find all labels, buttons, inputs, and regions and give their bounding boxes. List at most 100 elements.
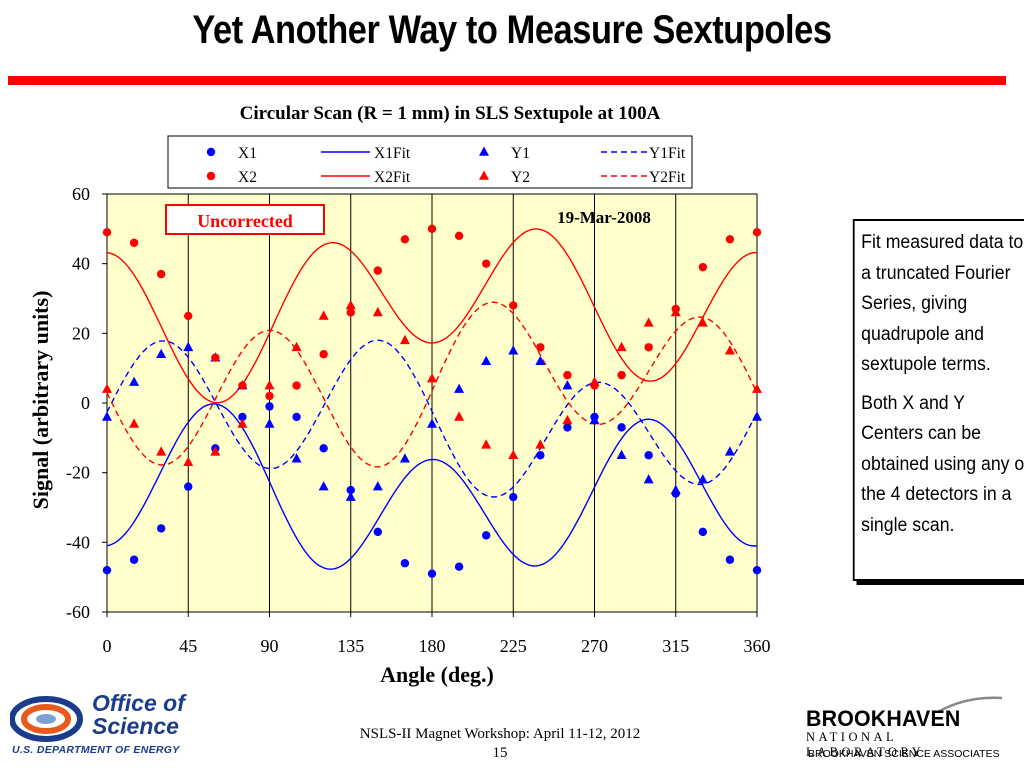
note-paragraph-1: Fit measured data to a truncated Fourier… (861, 232, 1024, 375)
brookhaven-swoosh-icon (937, 696, 1003, 714)
series-y2-point (670, 306, 681, 317)
title-rule (8, 76, 1006, 85)
series-x2-point (536, 343, 545, 352)
y-tick-label: 60 (72, 184, 90, 204)
series-x1-point (319, 444, 328, 453)
y-tick-label: -60 (66, 602, 90, 622)
series-y2-point (156, 446, 167, 456)
x-tick-label: 180 (419, 636, 446, 656)
series-y1-point (724, 446, 735, 456)
legend-x2-label: X2 (238, 169, 257, 186)
series-y1-point (454, 383, 465, 393)
grid-lines (187, 194, 677, 612)
series-x1-point (184, 482, 193, 491)
series-y1-point (399, 453, 410, 463)
x-tick-label: 45 (179, 636, 197, 656)
series-x2fit-line (106, 228, 758, 404)
series-x1-point (536, 451, 545, 460)
series-x1-point (725, 555, 735, 564)
annotation-uncorrected: Uncorrected (197, 211, 293, 231)
series-x2-point (427, 224, 437, 234)
series-x2-point (509, 301, 518, 310)
series-y2-point (399, 334, 410, 345)
series-x2-point (725, 235, 735, 244)
series-x1-point (481, 531, 491, 540)
series-y2-point (345, 299, 356, 310)
series-x2-point (563, 370, 572, 380)
series-x2-point (129, 238, 139, 247)
legend-x1-swatch (206, 147, 216, 157)
series-y1-point (318, 481, 329, 491)
series-x2-point (184, 311, 193, 321)
series-y2-point (129, 418, 140, 428)
series-x2-point (211, 353, 220, 362)
series-y2-point (481, 439, 492, 449)
series-x1-point (752, 566, 762, 575)
series-y1-point (427, 418, 437, 428)
series-y2-point (318, 310, 329, 320)
series-y2-point (183, 456, 194, 467)
series-x1-point (156, 524, 166, 533)
x-tick-label: 90 (261, 636, 279, 656)
series-x1-point (617, 423, 626, 432)
series-x2-point (102, 228, 112, 237)
x-tick-label: 270 (581, 636, 608, 656)
series-x2-point (373, 266, 383, 275)
series-y1-point (291, 453, 302, 463)
doe-office-line2: Science (92, 713, 179, 739)
series-y2fit-line (106, 301, 758, 468)
doe-office-line1: Office of (92, 690, 185, 716)
legend-x2fit-label: X2Fit (374, 169, 411, 186)
series-y1-point (156, 348, 167, 359)
x-tick-label: 315 (662, 636, 689, 656)
y-axis-label: Signal (arbitrary units) (28, 291, 53, 510)
series-y1-point (481, 355, 492, 365)
series-x1-point (698, 527, 708, 537)
series-y1-point (508, 345, 519, 355)
series-x1-point (265, 402, 274, 411)
series-x1-point (292, 412, 301, 422)
fit-curves (106, 228, 758, 570)
legend-x1fit-label: X1Fit (374, 145, 411, 162)
x-tick-label: 225 (500, 636, 527, 656)
series-x1-point (509, 492, 518, 502)
series-y2-point (454, 411, 465, 421)
legend-y2-swatch (479, 170, 489, 180)
series-y1-point (643, 474, 654, 484)
series-y2-point (372, 306, 383, 317)
series-y2-point (237, 418, 248, 428)
doe-office-text: Office of Science (92, 692, 185, 738)
brookhaven-wordmark: BROOKHAVEN (806, 706, 961, 731)
series-x1-point (346, 485, 355, 495)
y-tick-label: 40 (72, 254, 90, 274)
series-x2-point (238, 381, 247, 390)
series-y1-point (345, 491, 356, 501)
series-y2-point (535, 439, 546, 449)
series-y1-point (535, 355, 546, 365)
series-x1fit-line (106, 403, 758, 570)
series-y1-point (562, 380, 573, 390)
series-x1-point (644, 451, 653, 460)
series-x2-point (644, 343, 653, 352)
series-x1-point (427, 569, 437, 578)
series-y1-point (670, 484, 681, 494)
brookhaven-lab-text: NATIONAL LABORATORY (806, 730, 925, 759)
series-y2-point (102, 383, 112, 393)
x-tick-label: 360 (744, 636, 771, 656)
legend-y2-label: Y2 (511, 169, 530, 186)
series-x2-point (454, 231, 464, 240)
brookhaven-associates-text: BROOKHAVEN SCIENCE ASSOCIATES (808, 748, 1000, 760)
series-y2-point (291, 341, 302, 352)
series-y1-point (616, 449, 627, 460)
uncorrected-label-box: Uncorrected (165, 204, 325, 235)
legend-y1-swatch (479, 146, 489, 156)
axes: 0 45 90 135 180 225 270 315 360 -60 -40 -20 0 20 40 60 (66, 184, 771, 656)
chart-legend: X1 X1Fit Y1 Y1Fit X2 X2Fit Y2 Y2Fit (167, 135, 693, 189)
series-x1-point (102, 566, 112, 575)
series-y2-point (724, 345, 735, 355)
slide-number: 15 (492, 745, 508, 761)
data-markers (102, 224, 762, 578)
brookhaven-logo: BROOKHAVEN NATIONAL LABORATORY BROOKHAVE… (788, 692, 1014, 764)
series-y2-point (562, 414, 573, 425)
